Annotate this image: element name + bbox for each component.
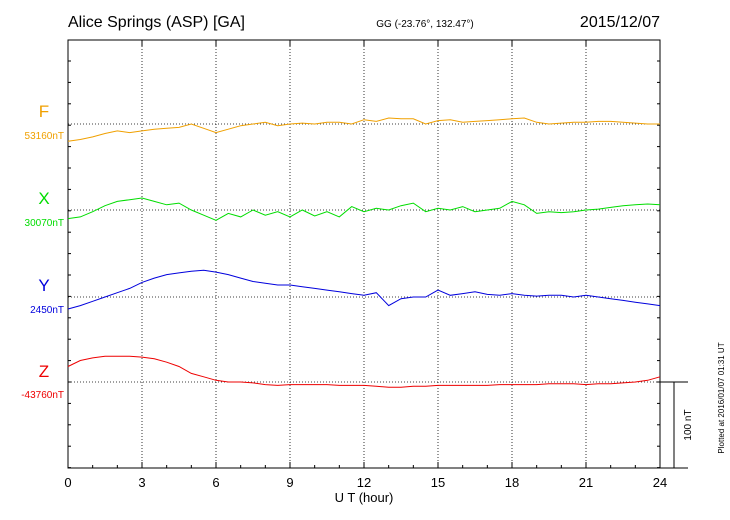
x-tick-label: 3 (138, 475, 145, 490)
series-name-x: X (38, 189, 49, 208)
series-line-x (67, 197, 661, 221)
x-axis-label: U T (hour) (335, 490, 394, 505)
station-coordinates: GG (-23.76°, 132.47°) (376, 19, 474, 30)
x-tick-label: 9 (286, 475, 293, 490)
series-name-f: F (39, 102, 49, 121)
series-baseline-f: 53160nT (25, 131, 64, 142)
series-line-y (67, 269, 661, 310)
grid-lines (68, 40, 660, 468)
series-labels: F 53160nT X 30070nT Y 2450nT Z -43760nT (21, 102, 64, 401)
x-tick-label: 0 (64, 475, 71, 490)
x-tick-label: 15 (431, 475, 445, 490)
series-line-f (67, 117, 660, 142)
series-name-z: Z (39, 362, 49, 381)
x-tick-label: 21 (579, 475, 593, 490)
scale-bar-label: 100 nT (683, 409, 694, 440)
x-axis-ticks: 0 3 6 9 12 15 18 21 24 (64, 40, 667, 490)
x-tick-label: 18 (505, 475, 519, 490)
station-title: Alice Springs (ASP) [GA] (68, 14, 245, 31)
x-tick-label: 24 (653, 475, 667, 490)
series-baseline-z: -43760nT (21, 390, 64, 401)
series-line-z (67, 355, 661, 388)
series-name-y: Y (38, 276, 49, 295)
plotted-timestamp: Plotted at 2016/01/07 01:31 UT (717, 342, 726, 453)
x-tick-label: 12 (357, 475, 371, 490)
x-tick-label: 6 (212, 475, 219, 490)
scale-bar: 100 nT (660, 381, 694, 469)
series-baseline-y: 2450nT (30, 305, 64, 316)
series-baseline-x: 30070nT (25, 218, 64, 229)
series-layer (67, 117, 661, 388)
observation-date: 2015/12/07 (580, 14, 660, 31)
